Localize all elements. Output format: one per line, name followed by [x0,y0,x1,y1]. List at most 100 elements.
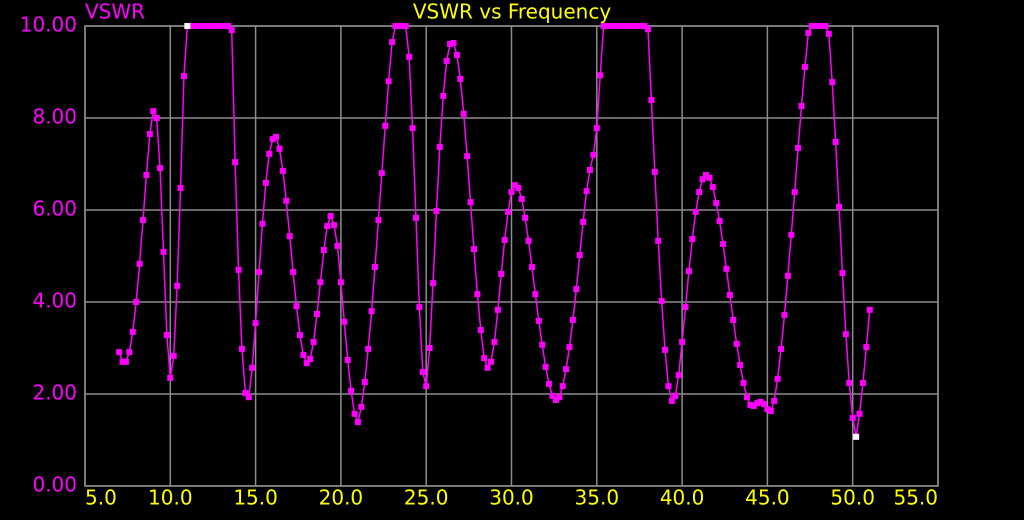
data-point [808,23,815,29]
data-point [856,410,863,417]
data-point [310,339,317,346]
data-point [160,248,167,255]
data-point [771,397,778,404]
data-point [163,332,170,339]
data-point [416,304,423,311]
data-point [453,51,460,58]
data-point [818,23,825,29]
chart-title: VSWR vs Frequency [413,0,612,24]
data-point [494,306,501,313]
data-point [849,414,856,421]
data-point [767,408,774,415]
data-point [320,247,327,254]
data-point [477,327,484,334]
y-axis-label: VSWR [85,0,145,24]
data-point [303,360,310,367]
data-point [815,23,822,29]
data-point [774,375,781,382]
plot-border [84,25,939,487]
data-point [832,138,839,145]
data-point [822,23,829,29]
data-point [122,358,129,365]
data-point [341,318,348,325]
data-point [470,246,477,253]
data-point [798,103,805,110]
data-point [180,73,187,80]
data-point [539,341,546,348]
data-point [518,195,525,202]
data-point [665,383,672,390]
data-point [334,242,341,249]
data-point [525,237,532,244]
data-point [129,328,136,335]
data-point [389,39,396,46]
data-point [395,23,402,29]
data-point [198,23,205,29]
data-point [781,311,788,318]
data-point [467,199,474,206]
data-point [488,358,495,365]
data-point [842,331,849,338]
data-point [290,269,297,276]
data-point [859,379,866,386]
data-point [863,344,870,351]
data-point [286,233,293,240]
data-point [331,222,338,229]
data-point [658,298,665,305]
data-point [382,122,389,129]
data-point [491,339,498,346]
x-tick-label: 45.0 [745,486,790,510]
data-point [447,40,454,47]
data-point [174,282,181,289]
y-tick-label: 8.00 [32,105,77,129]
data-point [754,400,761,407]
data-point [375,217,382,224]
data-point [702,172,709,179]
data-point [569,316,576,323]
data-point [600,23,607,29]
data-point [757,398,764,405]
data-point [378,170,385,177]
data-point [730,316,737,323]
data-point [805,29,812,36]
y-tick-label: 0.00 [32,473,77,497]
data-point [713,200,720,207]
x-tick-label: 25.0 [404,486,449,510]
data-point [143,172,150,179]
data-point [269,136,276,143]
data-point [324,223,331,230]
data-point [157,165,164,172]
data-point [737,362,744,369]
data-point [348,387,355,394]
data-point [812,23,819,29]
data-point [624,23,631,29]
data-point [365,345,372,352]
data-point [457,75,464,82]
data-point [610,23,617,29]
data-point [846,379,853,386]
data-point [228,27,235,34]
data-point [528,264,535,271]
data-point [648,97,655,104]
data-point [235,266,242,273]
data-point [576,252,583,259]
data-point [566,344,573,351]
data-point [307,356,314,363]
data-point [221,23,228,29]
x-tick-label: 40.0 [660,486,705,510]
data-point [191,23,198,29]
data-point [204,23,211,29]
data-point [293,303,300,310]
data-point [126,349,133,356]
data-point [317,279,324,286]
data-point [825,30,832,37]
data-point [177,184,184,191]
data-point [549,392,556,399]
data-point [259,220,266,227]
data-point [631,23,638,29]
data-point [621,23,628,29]
data-point [532,291,539,298]
data-point [692,208,699,215]
data-point [481,355,488,362]
